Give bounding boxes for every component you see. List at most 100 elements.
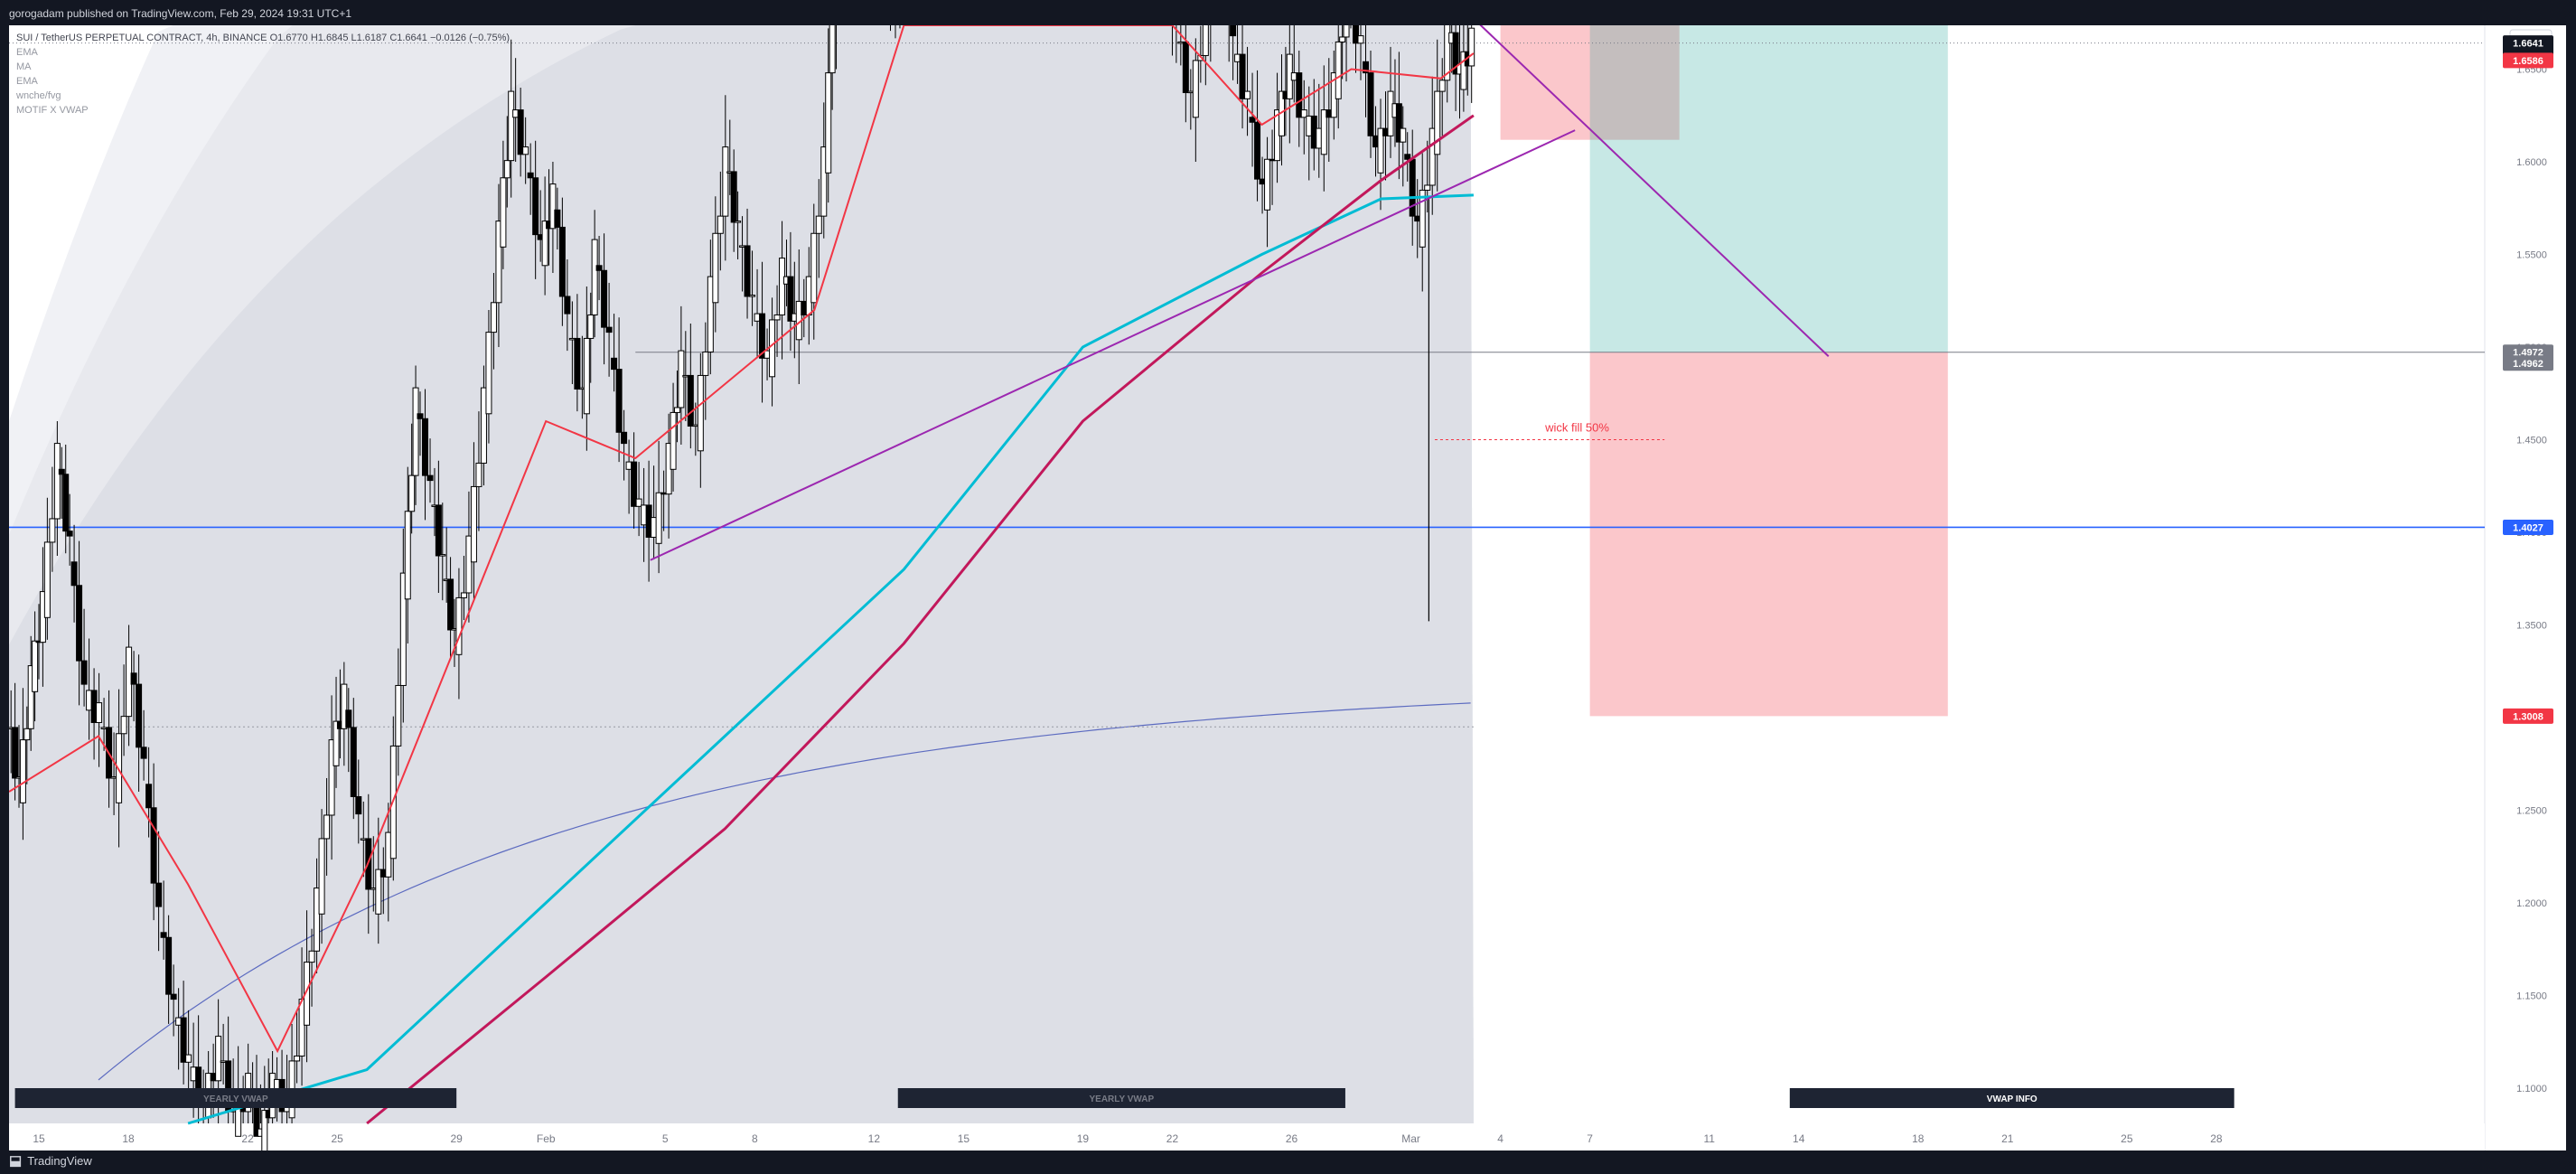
candle[interactable] xyxy=(308,950,315,963)
candle[interactable] xyxy=(350,727,357,797)
candle[interactable] xyxy=(1239,53,1246,99)
footer-brand[interactable]: TradingView xyxy=(27,1154,92,1168)
candle[interactable] xyxy=(1404,154,1411,160)
candle[interactable] xyxy=(1460,51,1467,90)
candle[interactable] xyxy=(294,1055,301,1062)
candle[interactable] xyxy=(318,838,325,915)
ascending-trendline[interactable] xyxy=(650,129,1576,561)
candle[interactable] xyxy=(1395,103,1402,143)
candle[interactable] xyxy=(787,276,794,322)
candle[interactable] xyxy=(470,485,477,563)
candle[interactable] xyxy=(702,351,709,376)
candle[interactable] xyxy=(532,177,539,236)
candle[interactable] xyxy=(345,709,352,728)
candle[interactable] xyxy=(635,498,642,507)
candle[interactable] xyxy=(1400,127,1407,143)
candle[interactable] xyxy=(730,171,737,223)
chart-frame[interactable]: wick fill 50% YEARLY VWAP YEARLY VWAP VWAP … xyxy=(9,25,2566,1151)
candle[interactable] xyxy=(180,1017,187,1063)
price-level-tag[interactable] xyxy=(2503,708,2553,724)
candle[interactable] xyxy=(136,683,143,748)
legend-indicator-ma[interactable]: MA xyxy=(16,61,32,72)
candle[interactable] xyxy=(722,146,729,217)
candle[interactable] xyxy=(323,814,331,840)
candle[interactable] xyxy=(1352,25,1359,44)
candle[interactable] xyxy=(707,276,714,352)
vwap-info-bar[interactable] xyxy=(897,1088,1345,1108)
candle[interactable] xyxy=(517,109,524,155)
candle[interactable] xyxy=(70,561,78,587)
candle[interactable] xyxy=(670,411,677,470)
ema-red-line[interactable] xyxy=(9,25,1475,1054)
long-target-zone[interactable] xyxy=(1589,25,1948,352)
candle[interactable] xyxy=(53,443,61,520)
candle[interactable] xyxy=(408,474,416,512)
price-level-tag[interactable] xyxy=(2503,519,2553,535)
candle[interactable] xyxy=(355,795,362,815)
candle[interactable] xyxy=(1182,41,1189,93)
candle[interactable] xyxy=(447,578,454,631)
candle[interactable] xyxy=(508,90,515,162)
candle[interactable] xyxy=(435,504,442,557)
candle[interactable] xyxy=(155,882,163,907)
candle[interactable] xyxy=(32,640,39,692)
tradingview-logo-icon[interactable]: ⬓ xyxy=(9,1153,23,1169)
candle[interactable] xyxy=(165,936,173,995)
candle[interactable] xyxy=(503,160,511,179)
candle[interactable] xyxy=(341,683,348,729)
legend-indicator-vwap[interactable]: MOTIF X VWAP xyxy=(16,105,89,116)
candle[interactable] xyxy=(1434,90,1441,155)
candle[interactable] xyxy=(475,462,482,487)
ema-cyan-line[interactable] xyxy=(187,193,1474,1125)
candle[interactable] xyxy=(439,554,446,557)
candle[interactable] xyxy=(697,374,704,452)
candle[interactable] xyxy=(1444,25,1451,81)
candle[interactable] xyxy=(495,221,502,304)
long-stop-zone[interactable] xyxy=(1589,352,1948,717)
candle[interactable] xyxy=(426,474,434,482)
candle[interactable] xyxy=(564,296,571,315)
candle[interactable] xyxy=(1230,25,1237,37)
candle[interactable] xyxy=(1192,60,1199,118)
candle[interactable] xyxy=(160,932,167,938)
candle[interactable] xyxy=(328,739,335,816)
candle[interactable] xyxy=(749,295,756,297)
vwap-info-bar[interactable] xyxy=(1789,1088,2234,1108)
candle[interactable] xyxy=(522,146,529,155)
candle[interactable] xyxy=(1367,72,1374,136)
yearly-vwap-line[interactable] xyxy=(98,702,1471,1081)
candle[interactable] xyxy=(185,1054,192,1063)
candle[interactable] xyxy=(120,716,127,735)
candle[interactable] xyxy=(1264,158,1271,211)
candle[interactable] xyxy=(23,728,31,741)
candle[interactable] xyxy=(417,413,424,419)
candle[interactable] xyxy=(605,326,613,333)
candle[interactable] xyxy=(1244,90,1251,99)
candle[interactable] xyxy=(27,665,34,729)
candle[interactable] xyxy=(779,258,786,315)
candle[interactable] xyxy=(527,172,534,179)
candle[interactable] xyxy=(304,962,311,1026)
candle[interactable] xyxy=(404,511,411,600)
candle[interactable] xyxy=(1343,25,1350,38)
candle[interactable] xyxy=(554,209,561,228)
candle[interactable] xyxy=(150,807,157,884)
candle[interactable] xyxy=(687,374,694,427)
candle[interactable] xyxy=(12,727,19,779)
candle[interactable] xyxy=(1300,109,1307,118)
candle[interactable] xyxy=(678,350,685,409)
candle[interactable] xyxy=(769,319,776,378)
candle[interactable] xyxy=(465,535,473,594)
candle[interactable] xyxy=(96,702,103,723)
candle[interactable] xyxy=(49,518,56,543)
price-level-tag[interactable] xyxy=(2503,52,2553,69)
short-stop-zone[interactable] xyxy=(1500,25,1680,140)
candle[interactable] xyxy=(673,407,680,413)
candle[interactable] xyxy=(375,869,382,915)
candle[interactable] xyxy=(333,720,340,766)
legend-indicator-fvg[interactable]: wnche/fvg xyxy=(16,90,61,101)
candle[interactable] xyxy=(655,492,662,544)
candle[interactable] xyxy=(62,474,70,532)
candle[interactable] xyxy=(500,177,507,248)
candle[interactable] xyxy=(1357,35,1364,44)
